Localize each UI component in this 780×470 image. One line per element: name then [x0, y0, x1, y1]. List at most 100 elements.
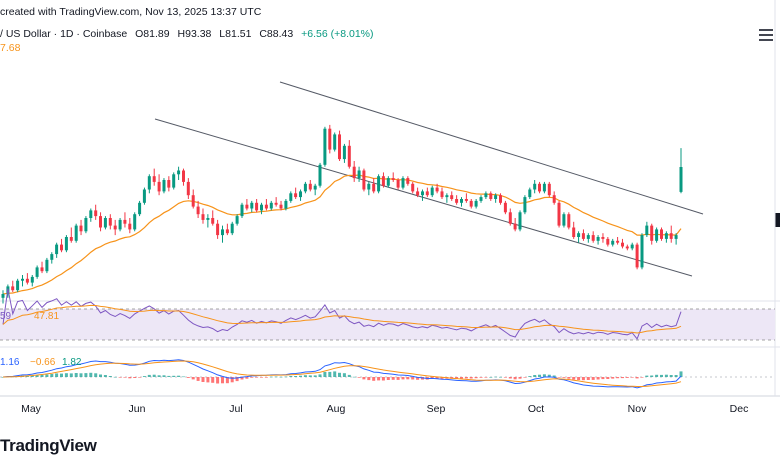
candle-body [635, 244, 639, 268]
macd-histogram-bar [186, 377, 190, 378]
candle [616, 237, 620, 245]
macd-histogram-bar [230, 377, 234, 383]
candle-body [269, 202, 273, 209]
candle [21, 275, 24, 287]
candle [99, 212, 102, 232]
candle [157, 174, 161, 196]
macd-histogram-bar [533, 375, 537, 377]
candle [577, 231, 581, 243]
candle [503, 200, 507, 215]
moving-average-value: 7.68 [0, 42, 21, 54]
macd-histogram-bar [274, 376, 278, 378]
macd-histogram-bar [313, 375, 317, 377]
candle [445, 193, 449, 203]
macd-histogram-bar [581, 377, 585, 381]
symbol-ohlc-legend: / US Dollar · 1D · Coinbase O81.89 H93.3… [0, 28, 374, 40]
candle [1, 290, 5, 304]
candle [216, 219, 220, 239]
macd-histogram-bar [64, 373, 68, 377]
macd-histogram-bar [630, 377, 634, 378]
macd-histogram-bar [469, 377, 473, 379]
macd-histogram-bar [294, 376, 298, 377]
macd-histogram-bar [308, 375, 312, 377]
x-tick-label: Jul [229, 403, 243, 415]
macd-histogram-bar [69, 373, 73, 377]
menu-icon[interactable] [754, 26, 778, 46]
change-value: +6.56 (+8.01%) [301, 28, 374, 40]
candle-body [533, 183, 537, 190]
candle-body [69, 237, 73, 241]
candle-body [625, 246, 629, 249]
candle-body [260, 204, 263, 211]
macd-histogram-bar [640, 377, 644, 378]
macd-histogram-bar [586, 377, 590, 380]
candle [74, 223, 78, 243]
macd-histogram-bar [260, 377, 263, 378]
candle [274, 197, 278, 207]
macd-histogram-bar [240, 377, 244, 380]
candle [279, 200, 283, 211]
candle-body [396, 180, 400, 188]
candle [611, 238, 615, 247]
macd-histogram-bar [50, 374, 54, 377]
macd-histogram-bar [406, 377, 410, 380]
candle-body [35, 267, 39, 277]
candle [69, 227, 73, 243]
candle [323, 126, 327, 167]
channel-upper-line [279, 81, 704, 215]
candle [377, 174, 381, 194]
candle-body [138, 202, 142, 215]
candle-body [601, 237, 605, 239]
candle-body [250, 202, 254, 209]
candle-body [557, 202, 561, 226]
candle-body [664, 233, 668, 239]
candle [255, 199, 259, 213]
candle-body [50, 254, 54, 260]
macd-histogram-bar [621, 377, 624, 379]
macd-histogram-bar [201, 377, 205, 382]
macd-histogram-bar [123, 377, 127, 378]
macd-histogram-bar [528, 376, 532, 377]
candle [147, 174, 151, 194]
candle-body [674, 235, 678, 239]
candle-body [494, 195, 498, 199]
x-tick-label: Aug [326, 403, 346, 415]
candle-body [401, 178, 405, 188]
macd-histogram-bar [674, 375, 678, 377]
candle-body [616, 240, 620, 243]
candle-body [435, 187, 439, 192]
candle [328, 124, 332, 154]
macd-histogram-bar [138, 377, 142, 378]
candle [133, 212, 137, 232]
candle [523, 195, 527, 215]
macd-histogram-bar [221, 377, 224, 384]
macd-histogram-bar [142, 376, 146, 377]
candle [669, 225, 673, 243]
x-tick-label: Dec [729, 403, 749, 415]
candle-body [596, 237, 600, 241]
candle [391, 172, 395, 182]
macd-histogram-bar [664, 374, 668, 377]
candle [299, 189, 302, 201]
candle [289, 191, 293, 203]
candle-body [552, 195, 556, 203]
candle [479, 195, 483, 203]
rsi-ma-line [2, 304, 682, 334]
macd-histogram-bar [542, 374, 546, 377]
candle [606, 237, 610, 247]
candle [513, 218, 517, 232]
candle-body [303, 183, 307, 192]
macd-histogram-bar [289, 376, 293, 377]
macd-histogram-bar [557, 377, 561, 378]
candle [586, 233, 590, 243]
candle-body [289, 193, 293, 201]
candle-body [225, 229, 229, 234]
rsi-line [2, 288, 682, 340]
candle [596, 235, 600, 245]
candle-body [235, 216, 239, 224]
candle-body [113, 225, 117, 230]
macd-histogram-bar [342, 373, 346, 377]
macd-histogram-bar [333, 371, 337, 377]
candle [342, 143, 346, 163]
